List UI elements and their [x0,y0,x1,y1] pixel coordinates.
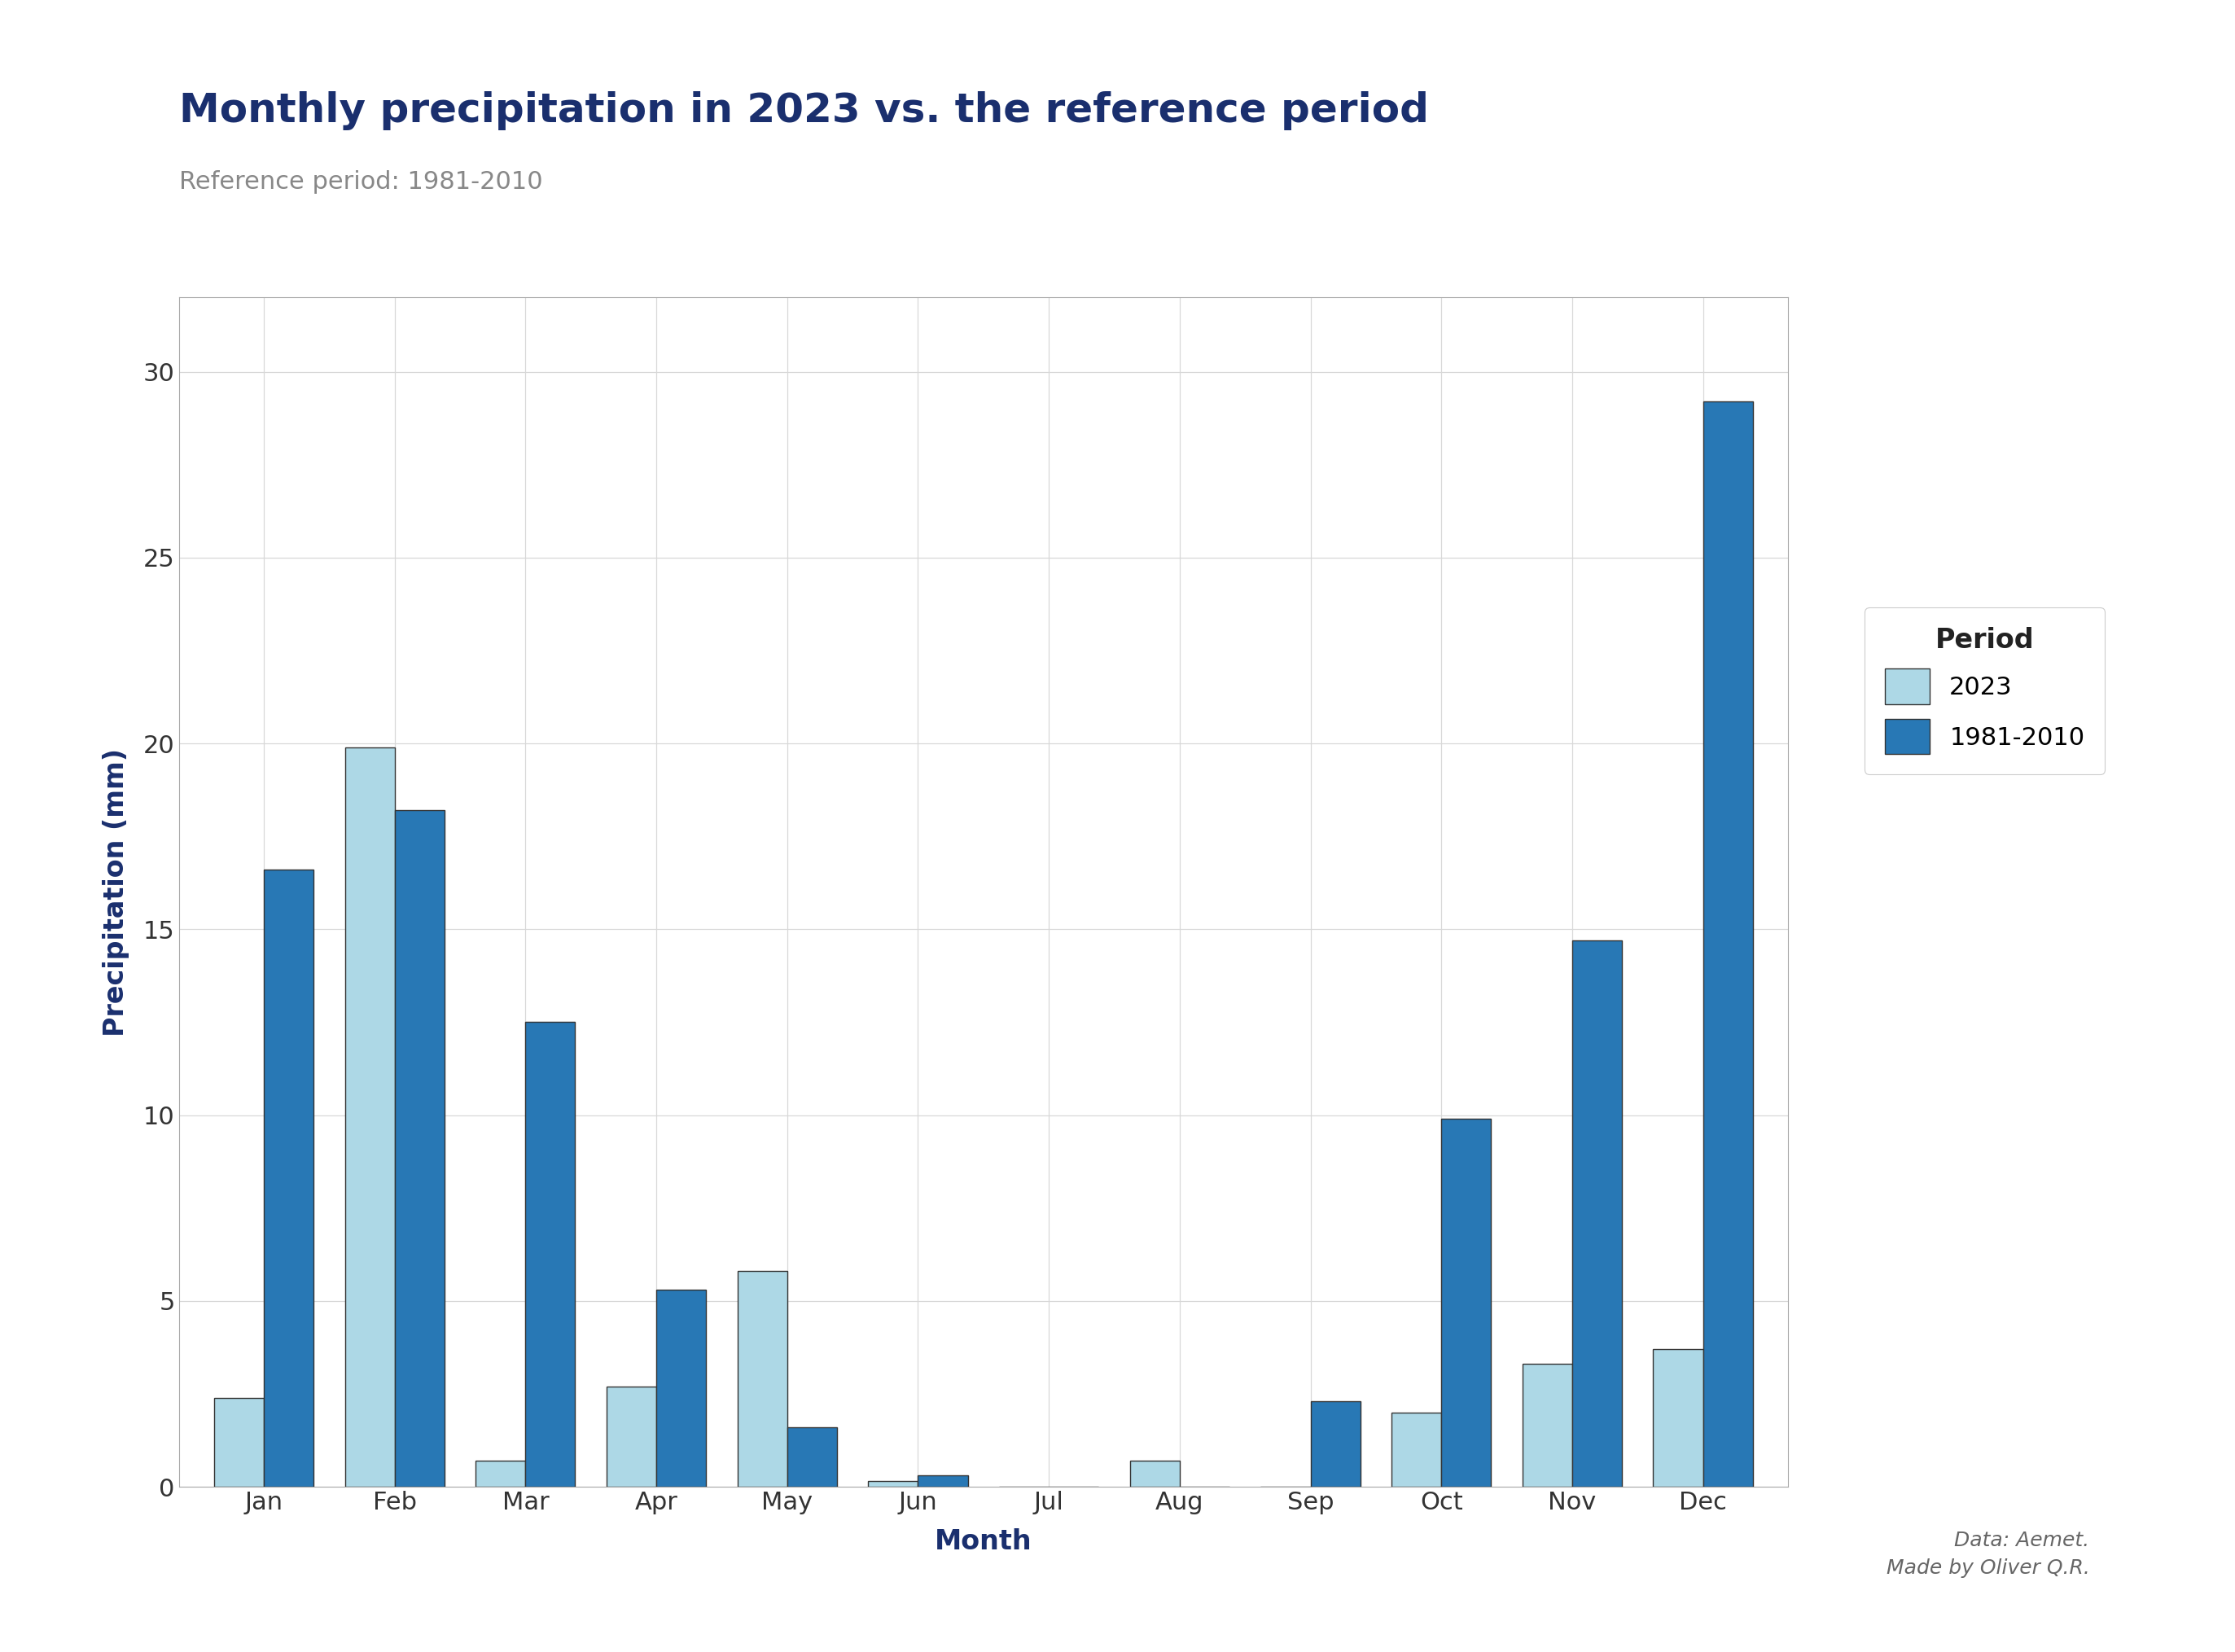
X-axis label: Month: Month [934,1528,1033,1555]
Bar [1522,1365,1571,1487]
Bar [1131,1460,1180,1487]
Legend: 2023, 1981-2010: 2023, 1981-2010 [1864,608,2105,775]
Text: Reference period: 1981-2010: Reference period: 1981-2010 [179,170,543,193]
Bar [1442,1118,1491,1487]
Bar [606,1386,657,1487]
Bar [867,1482,919,1487]
Bar [1654,1350,1703,1487]
Bar [525,1023,574,1487]
Text: Data: Aemet.
Made by Oliver Q.R.: Data: Aemet. Made by Oliver Q.R. [1886,1531,2090,1578]
Bar [657,1290,706,1487]
Bar [476,1460,525,1487]
Y-axis label: Precipitation (mm): Precipitation (mm) [103,748,130,1036]
Bar [264,869,313,1487]
Bar [396,809,445,1487]
Bar [919,1475,968,1487]
Bar [738,1272,787,1487]
Bar [1703,401,1752,1487]
Bar [1392,1412,1442,1487]
Bar [344,747,396,1487]
Text: Monthly precipitation in 2023 vs. the reference period: Monthly precipitation in 2023 vs. the re… [179,91,1428,131]
Bar [1571,940,1623,1487]
Bar [787,1427,836,1487]
Bar [215,1398,264,1487]
Bar [1310,1401,1361,1487]
